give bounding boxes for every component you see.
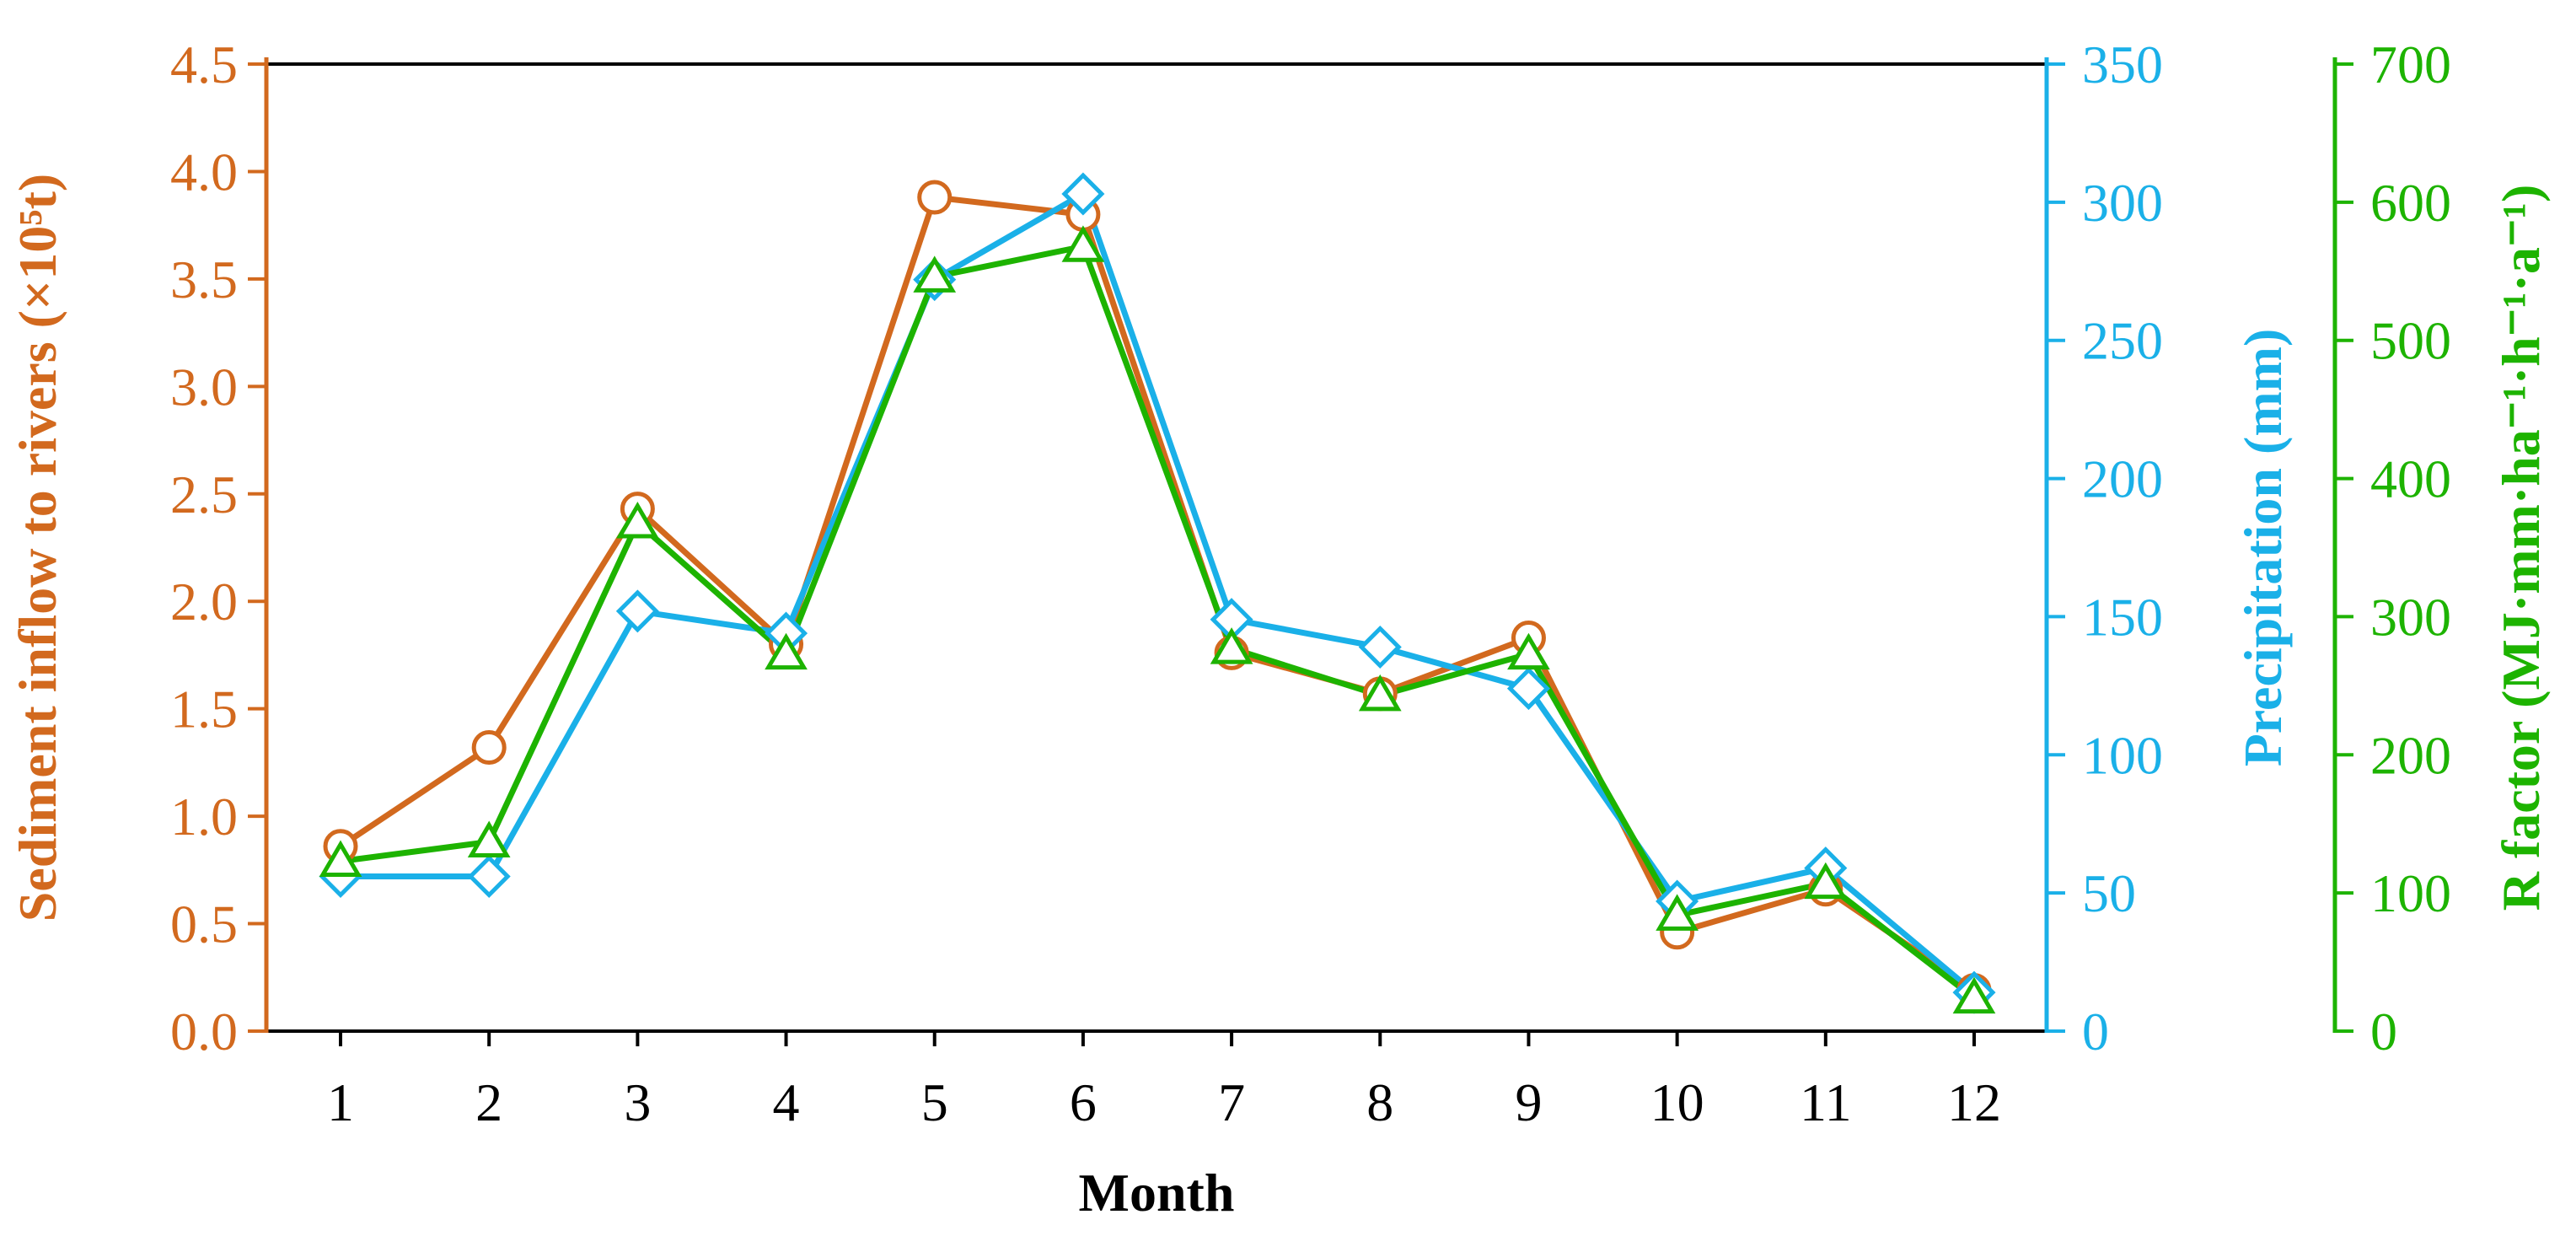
series-markers-circle	[323, 180, 1992, 1008]
rfactor-y-tick-label: 400	[2370, 449, 2451, 509]
x-tick-label: 7	[1218, 1072, 1245, 1132]
left-y-tick-label: 2.5	[170, 465, 238, 524]
rfactor-y-tick-label: 200	[2370, 725, 2451, 785]
x-tick-label: 3	[624, 1072, 651, 1132]
data-point-triangle	[319, 840, 362, 877]
x-tick-label: 1	[327, 1072, 354, 1132]
precip-y-tick-label: 250	[2082, 311, 2163, 371]
data-point-triangle	[616, 502, 659, 539]
rfactor-y-tick-label: 600	[2370, 173, 2451, 233]
left-y-tick-label: 3.0	[170, 357, 238, 416]
precip-y-tick-label: 50	[2082, 863, 2136, 923]
precip-y-tick-label: 300	[2082, 173, 2163, 233]
left-y-tick-label: 4.0	[170, 142, 238, 202]
data-point-triangle	[913, 255, 957, 293]
precip-y-tick-label: 100	[2082, 725, 2163, 785]
data-point-circle	[471, 730, 507, 766]
series-layer	[319, 172, 1996, 1014]
series-line	[339, 194, 1976, 993]
data-point-triangle	[1656, 894, 1699, 931]
data-point-diamond	[1506, 667, 1550, 711]
data-point-triangle	[467, 820, 511, 858]
precip-y-tick-label: 0	[2082, 1002, 2109, 1061]
precip-y-tick-label: 200	[2082, 449, 2163, 509]
data-point-triangle	[1210, 627, 1253, 664]
series-line	[340, 243, 1977, 1001]
data-point-triangle	[1061, 225, 1105, 262]
x-tick-label: 11	[1800, 1072, 1852, 1132]
x-tick-label: 12	[1947, 1072, 2001, 1132]
x-axis-title: Month	[1079, 1163, 1235, 1223]
plot-frame-layer	[266, 62, 2047, 1033]
rfactor-y-tick-label: 300	[2370, 587, 2451, 647]
data-point-circle	[917, 180, 953, 215]
data-point-triangle	[1507, 632, 1550, 670]
left-y-tick-label: 1.5	[170, 680, 238, 739]
left-axis-title: Sediment inflow to rivers (×10⁵t)	[8, 174, 67, 922]
data-point-diamond	[1061, 172, 1105, 216]
rfactor-y-tick-label: 500	[2370, 311, 2451, 371]
axes-layer	[248, 57, 2353, 1046]
series-diamond	[341, 191, 1977, 995]
rfactor-axis-title: R factor (MJ·mm·ha⁻¹·h⁻¹·a⁻¹)	[2491, 185, 2551, 911]
data-point-triangle	[1804, 862, 1848, 900]
rfactor-y-tick-label: 0	[2370, 1002, 2397, 1061]
data-point-triangle	[1952, 976, 1996, 1014]
x-tick-label: 4	[773, 1072, 800, 1132]
series-markers-triangle	[319, 225, 1996, 1014]
left-y-tick-label: 4.5	[170, 35, 238, 94]
x-tick-label: 6	[1070, 1072, 1097, 1132]
left-y-tick-label: 1.0	[170, 787, 238, 846]
data-point-triangle	[1358, 674, 1402, 712]
labels-layer: 1 2 3 4 5 6 7 8 9 10 11 12Month0.00.51.01.52.02.53.…	[8, 35, 2551, 1223]
precip-y-tick-label: 350	[2082, 35, 2163, 94]
data-point-diamond	[467, 854, 511, 899]
rfactor-y-tick-label: 700	[2370, 35, 2451, 94]
data-point-diamond	[615, 589, 659, 633]
x-tick-label: 10	[1650, 1072, 1704, 1132]
precip-y-tick-label: 150	[2082, 587, 2163, 647]
x-tick-label: 9	[1515, 1072, 1542, 1132]
left-y-tick-label: 0.0	[170, 1002, 238, 1061]
rfactor-y-tick-label: 100	[2370, 863, 2451, 923]
series-circle	[339, 194, 1976, 993]
series-line	[341, 191, 1977, 995]
precip-axis-title: Precipitation (mm)	[2233, 329, 2293, 767]
left-y-tick-label: 3.5	[170, 250, 238, 309]
data-point-triangle	[765, 632, 808, 670]
x-tick-label: 5	[921, 1072, 948, 1132]
x-tick-label: 8	[1366, 1072, 1393, 1132]
left-y-tick-label: 0.5	[170, 895, 238, 954]
left-y-tick-label: 2.0	[170, 572, 238, 631]
x-tick-label: 2	[475, 1072, 502, 1132]
data-point-diamond	[1358, 625, 1402, 669]
series-triangle	[340, 243, 1977, 1001]
